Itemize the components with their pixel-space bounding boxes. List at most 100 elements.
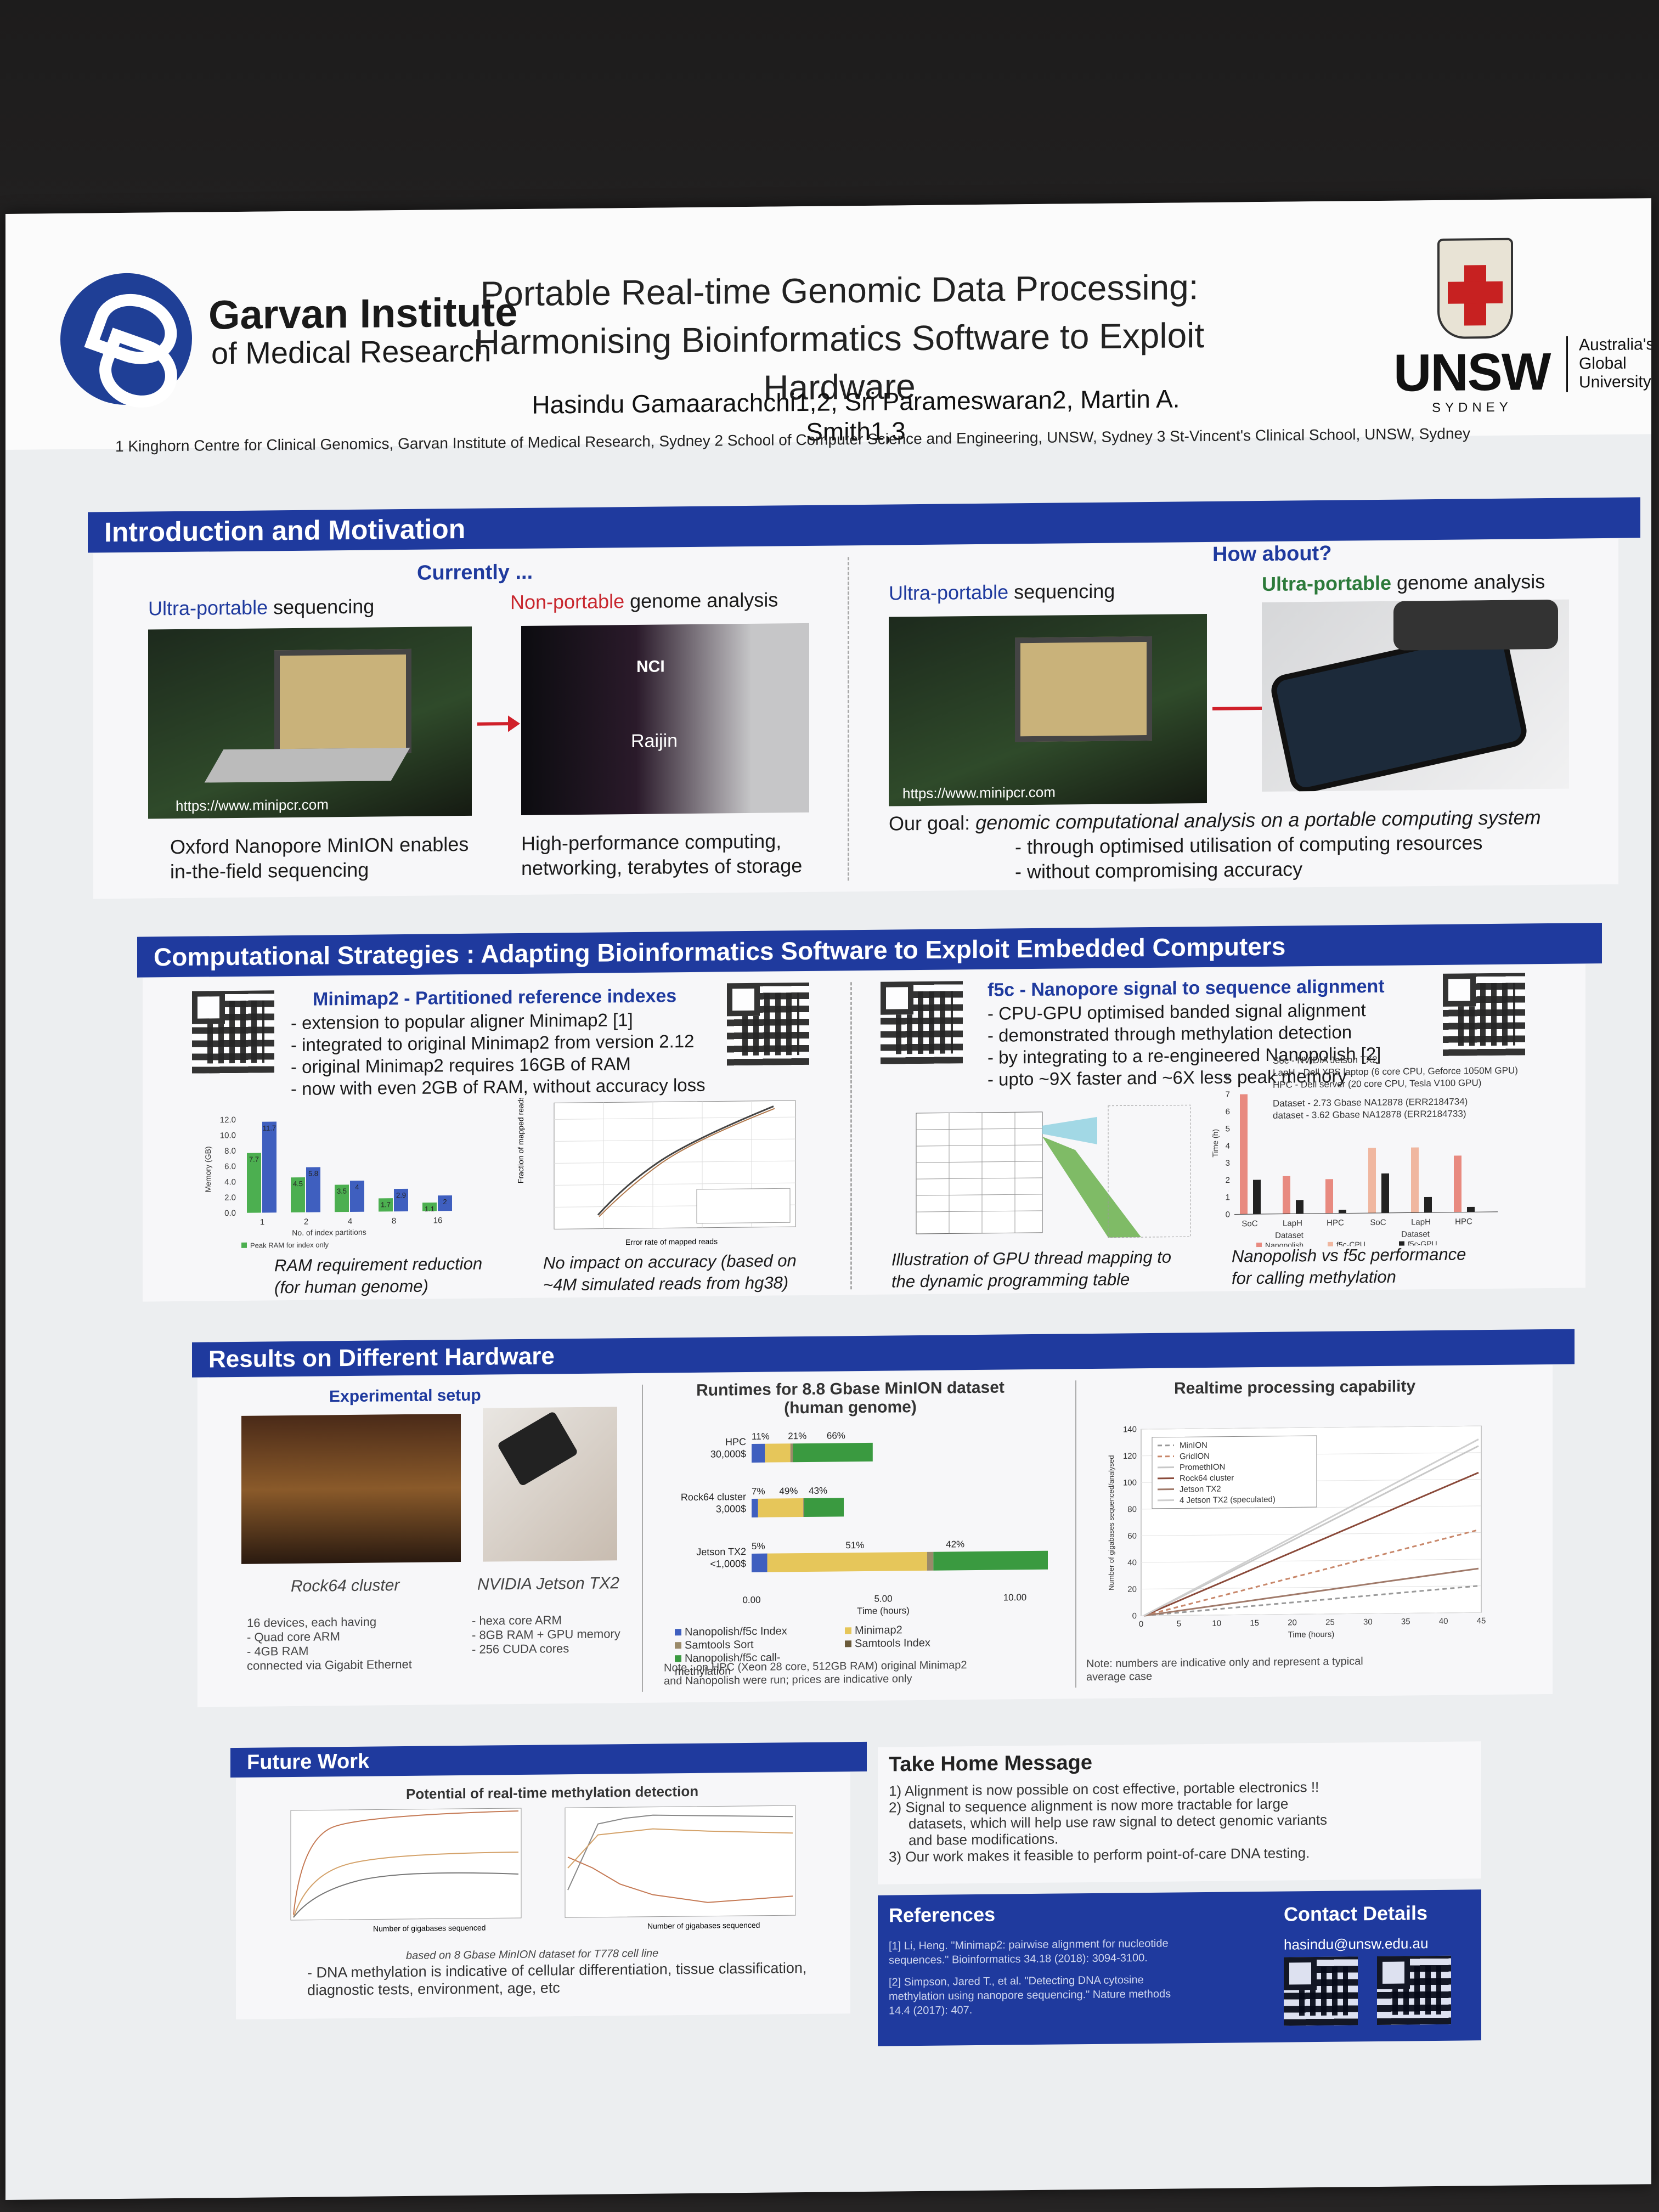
perf-xtick-label: LapH [1411, 1217, 1431, 1227]
runtime-xlabel: Time (hours) [857, 1605, 910, 1616]
methylation-left-plot [290, 1808, 522, 1921]
methylation-right-plot [565, 1805, 796, 1918]
ram-legend-label: Peak RAM for index only [250, 1240, 329, 1249]
realtime-xtick-label: 40 [1439, 1617, 1448, 1626]
realtime-series-line [1143, 1567, 1479, 1617]
nci-label: NCI [636, 657, 665, 676]
perf-xtick-label: HPC [1455, 1217, 1472, 1226]
ram-bar-chart: 0.0 2.0 4.0 6.0 8.0 10.0 12.0 7.7 11.7 1 4.5 5.8 2 3.… [204, 1115, 452, 1252]
realtime-legend-label: Jetson TX2 [1180, 1485, 1221, 1494]
perf-xtick-label: SoC [1370, 1218, 1386, 1227]
gpu-thread-mapping-diagram [916, 1104, 1191, 1238]
realtime-xtick-label: 5 [1177, 1619, 1181, 1628]
jetson-board [496, 1410, 579, 1487]
results-divider-1 [642, 1384, 643, 1692]
minipcr-url-2: https://www.minipcr.com [902, 783, 1056, 802]
poster-header: Garvan Institute of Medical Research Por… [5, 198, 1651, 450]
poster: Garvan Institute of Medical Research Por… [5, 198, 1651, 2200]
ram-xtick-label: 16 [433, 1216, 443, 1225]
ultra-portable-label-2: Ultra-portable [889, 580, 1009, 605]
runtime-bar-segment [752, 1553, 768, 1572]
methylation-curve-2 [293, 1852, 519, 1918]
australia-global-university: Australia's Global University [1566, 335, 1651, 392]
runtime-legend-swatch [845, 1627, 851, 1634]
methylation-xlabel-1: Number of gigabases sequenced [373, 1923, 486, 1933]
perf-ytick-label: 0 [1226, 1210, 1230, 1220]
ram-ytick-label: 2.0 [224, 1193, 236, 1203]
accuracy-series-line-2 [599, 1108, 775, 1217]
realtime-xtick-label: 15 [1250, 1618, 1259, 1628]
runtime-percent-label: 5% [752, 1541, 765, 1551]
qr-code-f5c-2-icon [1443, 973, 1525, 1056]
perf-group-label: Dataset [1401, 1229, 1430, 1239]
intro-divider [848, 557, 849, 881]
realtime-ytick-label: 140 [1123, 1425, 1137, 1434]
realtime-legend [1152, 1435, 1317, 1509]
runtime-bar-segment [803, 1498, 804, 1517]
perf-legend-label: f5c-CPU [1336, 1240, 1365, 1248]
contact-email[interactable]: hasindu@unsw.edu.au [1284, 1935, 1429, 1953]
realtime-xtick-label: 10 [1212, 1619, 1221, 1628]
perf-legend-swatch [1256, 1243, 1262, 1248]
supercomputer-photo: NCI Raijin [521, 623, 809, 815]
ram-bar [379, 1198, 393, 1212]
runtime-legend-item: Samtools Sort [675, 1638, 834, 1652]
ram-bar-label: 11.7 [263, 1124, 276, 1132]
ram-bar [335, 1184, 349, 1212]
perf-bar [1325, 1179, 1333, 1214]
arrow-right-icon [477, 722, 510, 726]
perf-xtick-label: SoC [1242, 1219, 1257, 1228]
runtime-percent-label: 11% [752, 1431, 770, 1442]
runtime-bar-segment [765, 1443, 791, 1463]
perf-ytick-label: 6 [1226, 1107, 1230, 1116]
ram-ytick-label: 0.0 [224, 1209, 236, 1218]
realtime-legend-label: PromethION [1180, 1463, 1225, 1472]
laptop-screen [274, 648, 411, 755]
realtime-series-line [1143, 1529, 1479, 1617]
runtime-bar-segment [767, 1551, 927, 1572]
runtime-percent-label: 49% [779, 1486, 798, 1496]
minion-laptop-photo: https://www.minipcr.com [148, 626, 472, 819]
runtime-legend-swatch [675, 1629, 681, 1636]
runtime-legend-item: Samtools Index [845, 1636, 1004, 1651]
ram-bar [306, 1167, 320, 1212]
ram-ytick-label: 10.0 [220, 1131, 236, 1140]
realtime-series-line [1143, 1585, 1479, 1617]
runtime-legend-item: Minimap2 [845, 1623, 1004, 1638]
how-about-label: How about? [1212, 541, 1332, 566]
runtime-bar-segment [752, 1443, 765, 1463]
runtime-title: Runtimes for 8.8 Gbase MinION dataset (h… [696, 1378, 1005, 1418]
runtime-percent-label: 51% [845, 1540, 864, 1550]
goal-line-3: - without compromising accuracy [1015, 857, 1303, 883]
realtime-series-line [1143, 1445, 1479, 1617]
jetson-device [1393, 599, 1558, 651]
references-list: [1] Li, Heng. "Minimap2: pairwise alignm… [889, 1937, 1171, 2017]
realtime-legend-label: Rock64 cluster [1180, 1474, 1234, 1483]
realtime-xtick-label: 30 [1363, 1617, 1373, 1627]
ram-ytick-label: 4.0 [224, 1177, 236, 1187]
runtime-legend-item: Nanopolish/f5c call-methylation [675, 1651, 834, 1679]
realtime-gridline [1141, 1612, 1481, 1616]
ram-bar [262, 1121, 276, 1213]
realtime-series-line [1143, 1438, 1479, 1617]
accuracy-legend [696, 1188, 791, 1224]
perf-bar [1283, 1176, 1290, 1214]
realtime-ytick-label: 40 [1127, 1558, 1137, 1567]
perf-bar [1381, 1173, 1389, 1213]
ultra-portable-label: Ultra-portable [148, 596, 268, 620]
minimap2-title: Minimap2 - Partitioned reference indexes [313, 985, 677, 1010]
perf-ytick-label: 2 [1226, 1176, 1230, 1185]
realtime-xtick-label: 35 [1401, 1617, 1410, 1626]
jetson-tx2-photo [483, 1407, 617, 1562]
ram-ytick-label: 6.0 [224, 1162, 236, 1171]
ram-xtick-label: 8 [392, 1216, 396, 1226]
ram-bar [247, 1153, 261, 1213]
ultra-portable-label-3: Ultra-portable [1262, 571, 1392, 596]
runtime-category-label: HPC [725, 1436, 746, 1447]
arrow-right-icon-2 [1212, 706, 1267, 710]
perf-bar [1411, 1147, 1419, 1213]
runtime-legend: Nanopolish/f5c Index Samtools Sort Nanopol… [675, 1623, 1004, 1679]
runtime-percent-label: 21% [788, 1431, 806, 1441]
runtime-legend-label: Nanopolish/f5c call-methylation [675, 1651, 781, 1678]
strategies-divider [850, 982, 852, 1290]
